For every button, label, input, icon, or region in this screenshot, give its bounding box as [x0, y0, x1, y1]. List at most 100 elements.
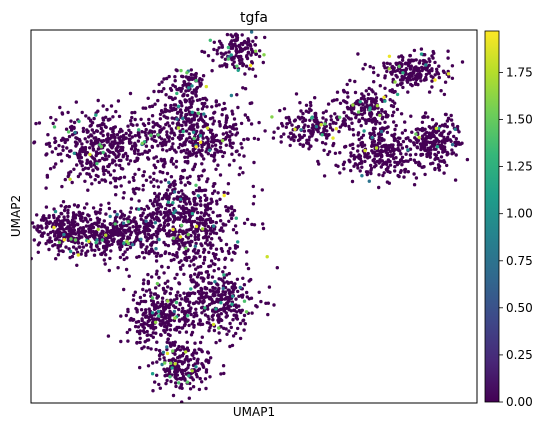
cell-point [93, 236, 97, 240]
cell-point [158, 210, 162, 214]
cell-point [386, 165, 390, 169]
cell-point [114, 147, 118, 151]
cell-point [313, 96, 317, 100]
cell-point [222, 190, 226, 195]
cell-point [53, 243, 57, 247]
cell-point [362, 94, 366, 98]
cell-point [400, 76, 405, 80]
cell-point [210, 105, 214, 109]
cell-point [242, 328, 246, 332]
cell-point [155, 234, 159, 238]
cell-point [155, 211, 159, 216]
cell-point [161, 307, 166, 311]
cell-point [184, 151, 188, 155]
cell-point [126, 220, 130, 224]
cell-point [84, 235, 89, 239]
cell-point [193, 219, 197, 224]
cell-point [396, 148, 401, 152]
cell-point [305, 138, 309, 142]
cell-point [70, 124, 74, 129]
cell-point [135, 329, 140, 334]
cell-point [219, 51, 223, 55]
cell-point [176, 126, 181, 130]
cell-point [37, 230, 41, 234]
cell-point [187, 396, 191, 400]
cell-point [381, 149, 385, 154]
cell-point [142, 221, 146, 225]
cell-point [235, 310, 239, 314]
cell-point [219, 219, 223, 223]
cell-point [158, 319, 162, 323]
cell-point [149, 291, 153, 295]
cell-point [221, 107, 225, 112]
cell-point [169, 105, 173, 110]
cell-point [227, 219, 231, 223]
cell-point [97, 247, 101, 252]
cell-point [209, 281, 213, 285]
cell-point [434, 156, 438, 160]
cell-point [296, 115, 301, 119]
cell-point [72, 228, 77, 232]
cell-point [157, 382, 161, 387]
cell-point [66, 211, 70, 215]
cell-point [293, 127, 297, 131]
cell-point [248, 63, 253, 68]
cell-point [217, 46, 221, 50]
cell-point [224, 327, 228, 331]
cell-point [45, 173, 49, 178]
cell-point [102, 246, 106, 250]
cell-point [143, 130, 147, 135]
cell-point [412, 183, 417, 187]
cell-point [287, 118, 292, 122]
cell-point [179, 149, 184, 153]
cell-point [378, 149, 382, 154]
cell-point [400, 146, 405, 150]
cell-point [190, 123, 194, 127]
cell-point [186, 232, 190, 237]
cell-point [373, 126, 377, 131]
cell-point [168, 211, 173, 215]
cell-point [189, 68, 193, 72]
cell-point [178, 348, 183, 352]
cell-point [92, 136, 96, 140]
cell-point [48, 167, 53, 171]
cell-point [368, 64, 372, 69]
cell-point [380, 108, 384, 112]
cell-point [433, 60, 437, 65]
cell-point [157, 229, 162, 233]
cell-point [133, 191, 137, 196]
cell-point [406, 136, 410, 140]
cell-point [226, 306, 231, 311]
cell-point [372, 70, 376, 75]
cell-point [204, 98, 209, 102]
cell-point [426, 140, 430, 144]
cell-point [200, 162, 204, 166]
cell-point [391, 143, 395, 147]
cell-point [403, 120, 407, 124]
cell-point [427, 131, 432, 135]
cell-point [387, 145, 392, 150]
cell-point [360, 174, 364, 178]
cell-point [139, 308, 144, 312]
cell-point [174, 165, 178, 169]
cell-point [118, 163, 122, 168]
cell-point [386, 169, 390, 174]
cell-point [266, 301, 270, 305]
cell-point [465, 157, 470, 162]
cell-point [172, 309, 177, 314]
cell-point [54, 118, 58, 122]
cell-point [194, 154, 198, 158]
cell-point [229, 325, 233, 330]
cell-point [178, 228, 182, 232]
cell-point [151, 389, 155, 393]
cell-point [186, 159, 190, 164]
cell-point [353, 79, 357, 84]
cell-point [187, 323, 191, 328]
cell-point [218, 318, 222, 322]
cell-point [208, 217, 212, 221]
cell-point [380, 117, 384, 121]
cell-point [167, 74, 171, 79]
cell-point [57, 143, 61, 148]
cell-point [212, 40, 216, 44]
